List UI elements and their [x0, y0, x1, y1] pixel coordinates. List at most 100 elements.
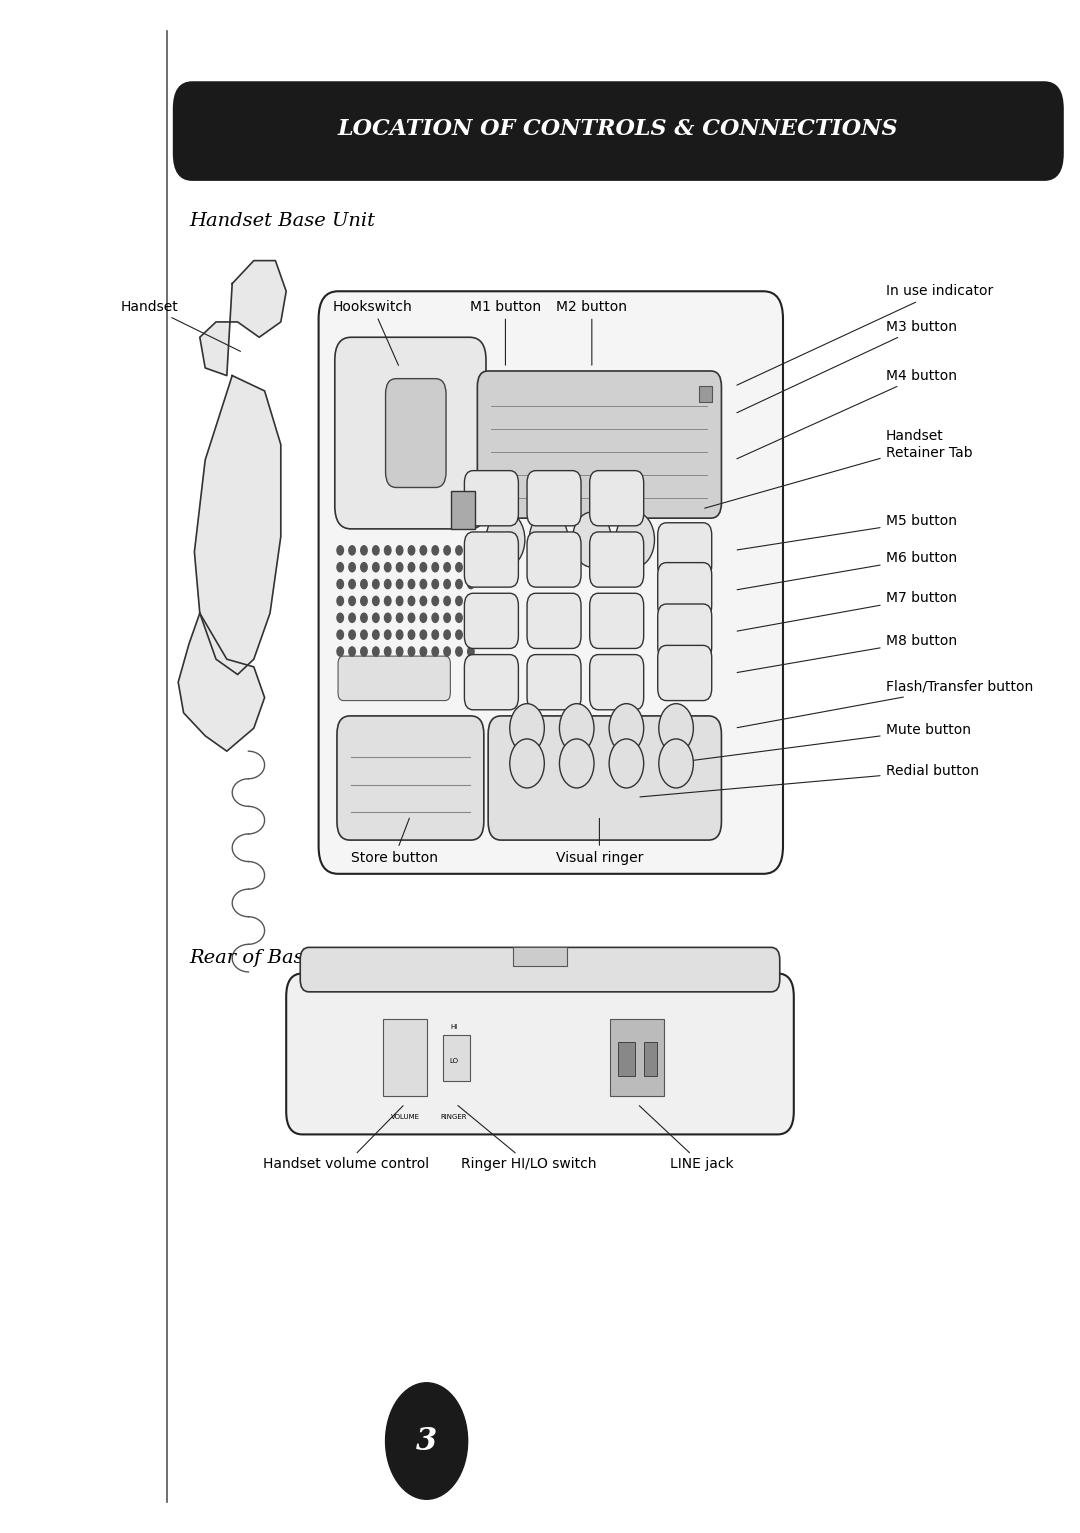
Circle shape [432, 579, 438, 589]
Circle shape [349, 630, 355, 639]
Circle shape [361, 647, 367, 656]
FancyBboxPatch shape [527, 655, 581, 710]
Circle shape [420, 579, 427, 589]
FancyBboxPatch shape [590, 471, 644, 526]
Circle shape [529, 512, 568, 567]
Circle shape [337, 546, 343, 555]
FancyBboxPatch shape [590, 655, 644, 710]
FancyBboxPatch shape [464, 471, 518, 526]
Circle shape [373, 563, 379, 572]
Circle shape [384, 579, 391, 589]
Circle shape [373, 613, 379, 622]
Circle shape [361, 579, 367, 589]
Circle shape [468, 579, 474, 589]
Circle shape [456, 630, 462, 639]
Circle shape [408, 613, 415, 622]
Circle shape [456, 563, 462, 572]
Circle shape [396, 546, 403, 555]
FancyBboxPatch shape [464, 532, 518, 587]
FancyBboxPatch shape [319, 291, 783, 874]
FancyBboxPatch shape [337, 716, 484, 840]
Circle shape [349, 596, 355, 606]
FancyBboxPatch shape [590, 532, 644, 587]
Circle shape [456, 613, 462, 622]
Circle shape [408, 563, 415, 572]
Text: Redial button: Redial button [640, 763, 978, 797]
FancyBboxPatch shape [658, 523, 712, 578]
Text: M7 button: M7 button [738, 590, 957, 632]
Circle shape [349, 579, 355, 589]
Circle shape [349, 546, 355, 555]
Circle shape [337, 596, 343, 606]
Circle shape [396, 596, 403, 606]
Circle shape [361, 546, 367, 555]
Circle shape [420, 563, 427, 572]
Text: M1 button: M1 button [470, 299, 541, 365]
Circle shape [468, 613, 474, 622]
Circle shape [337, 630, 343, 639]
Text: Store button: Store button [351, 819, 437, 865]
FancyBboxPatch shape [699, 386, 712, 402]
Circle shape [559, 739, 594, 788]
Circle shape [468, 647, 474, 656]
Circle shape [468, 563, 474, 572]
Circle shape [337, 613, 343, 622]
Circle shape [432, 596, 438, 606]
Text: M8 button: M8 button [738, 633, 957, 673]
Circle shape [444, 613, 450, 622]
Circle shape [408, 647, 415, 656]
Circle shape [384, 563, 391, 572]
FancyBboxPatch shape [338, 656, 450, 701]
Circle shape [337, 647, 343, 656]
Circle shape [396, 563, 403, 572]
Text: In use indicator: In use indicator [737, 284, 993, 385]
Circle shape [609, 704, 644, 753]
Circle shape [444, 546, 450, 555]
Circle shape [420, 613, 427, 622]
Circle shape [510, 739, 544, 788]
FancyBboxPatch shape [658, 645, 712, 701]
FancyBboxPatch shape [335, 337, 486, 529]
Circle shape [559, 704, 594, 753]
FancyBboxPatch shape [527, 593, 581, 648]
FancyBboxPatch shape [173, 81, 1064, 181]
FancyBboxPatch shape [527, 471, 581, 526]
Circle shape [384, 596, 391, 606]
Circle shape [408, 596, 415, 606]
Text: M4 button: M4 button [737, 368, 957, 458]
FancyBboxPatch shape [464, 655, 518, 710]
FancyBboxPatch shape [610, 1019, 664, 1096]
FancyBboxPatch shape [386, 379, 446, 487]
Circle shape [396, 579, 403, 589]
Circle shape [384, 630, 391, 639]
Circle shape [468, 596, 474, 606]
FancyBboxPatch shape [488, 716, 721, 840]
FancyBboxPatch shape [477, 371, 721, 518]
Circle shape [659, 704, 693, 753]
Circle shape [444, 563, 450, 572]
FancyBboxPatch shape [286, 973, 794, 1134]
Text: Hookswitch: Hookswitch [333, 299, 413, 365]
Circle shape [444, 647, 450, 656]
Circle shape [420, 546, 427, 555]
Circle shape [361, 563, 367, 572]
FancyBboxPatch shape [383, 1019, 427, 1096]
Circle shape [444, 579, 450, 589]
Circle shape [432, 546, 438, 555]
Circle shape [361, 613, 367, 622]
Circle shape [456, 579, 462, 589]
Text: Handset volume control: Handset volume control [262, 1105, 429, 1171]
Text: 3: 3 [416, 1426, 437, 1456]
Text: Handset Base Unit: Handset Base Unit [189, 212, 375, 230]
Text: RINGER: RINGER [441, 1114, 467, 1121]
FancyBboxPatch shape [443, 1035, 470, 1081]
Circle shape [432, 613, 438, 622]
FancyBboxPatch shape [618, 1042, 635, 1076]
Text: Flash/Transfer button: Flash/Transfer button [738, 679, 1032, 728]
Circle shape [337, 563, 343, 572]
FancyBboxPatch shape [451, 491, 475, 529]
Circle shape [432, 647, 438, 656]
FancyBboxPatch shape [644, 1042, 657, 1076]
Circle shape [420, 647, 427, 656]
Circle shape [432, 630, 438, 639]
